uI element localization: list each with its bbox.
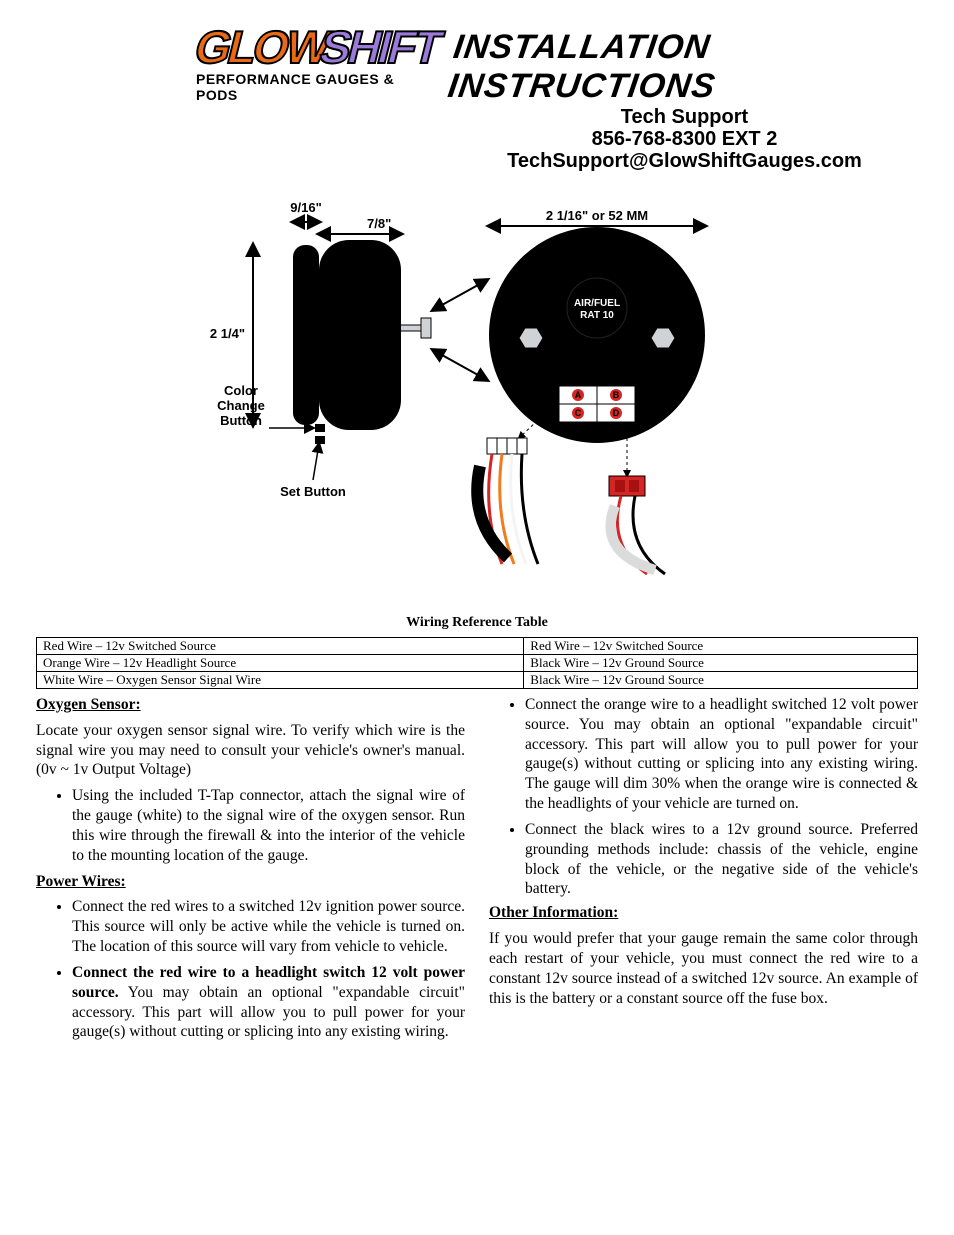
support-label: Tech Support xyxy=(621,106,748,128)
svg-text:9/16": 9/16" xyxy=(290,200,321,215)
list-item: Using the included T-Tap connector, atta… xyxy=(72,786,465,865)
wiring-cell: Black Wire – 12v Ground Source xyxy=(524,655,918,672)
svg-text:Set Button: Set Button xyxy=(280,484,346,499)
svg-text:Button: Button xyxy=(220,413,262,428)
wiring-table-title: Wiring Reference Table xyxy=(36,615,918,631)
svg-text:7/8": 7/8" xyxy=(367,216,391,231)
list-item: Connect the black wires to a 12v ground … xyxy=(525,820,918,899)
list-item: Connect the red wires to a switched 12v … xyxy=(72,897,465,956)
wiring-cell: Red Wire – 12v Switched Source xyxy=(524,638,918,655)
paragraph: If you would prefer that your gauge rema… xyxy=(489,929,918,1008)
svg-text:D: D xyxy=(613,408,620,418)
logo-part-shift: SHIFT xyxy=(316,28,444,67)
support-email: TechSupport@GlowShiftGauges.com xyxy=(507,150,862,172)
section-other-info: Other Information: xyxy=(489,903,918,923)
wiring-table: Red Wire – 12v Switched Source Red Wire … xyxy=(36,637,918,689)
svg-text:Change: Change xyxy=(217,398,265,413)
section-power-wires: Power Wires: xyxy=(36,872,465,892)
svg-text:A: A xyxy=(575,390,582,400)
page-header: GLOW SHIFT PERFORMANCE GAUGES & PODS INS… xyxy=(36,28,918,172)
logo-tagline: PERFORMANCE GAUGES & PODS xyxy=(196,71,439,103)
wiring-cell: Red Wire – 12v Switched Source xyxy=(37,638,524,655)
doc-title: INSTALLATION INSTRUCTIONS xyxy=(445,28,923,106)
brand-logo: GLOW SHIFT PERFORMANCE GAUGES & PODS xyxy=(196,28,439,103)
svg-text:RAT 10: RAT 10 xyxy=(580,310,614,321)
wiring-cell: White Wire – Oxygen Sensor Signal Wire xyxy=(37,672,524,689)
instructions-body: Oxygen Sensor: Locate your oxygen sensor… xyxy=(36,695,918,1042)
list-item: Connect the red wire to a headlight swit… xyxy=(72,963,465,1042)
wiring-cell: Black Wire – 12v Ground Source xyxy=(524,672,918,689)
svg-text:C: C xyxy=(575,408,582,418)
section-oxygen-sensor: Oxygen Sensor: xyxy=(36,695,465,715)
svg-text:Color: Color xyxy=(224,383,258,398)
header-contact: INSTALLATION INSTRUCTIONS Tech Support 8… xyxy=(451,28,918,172)
logo-part-glow: GLOW xyxy=(191,28,332,67)
svg-text:2 1/16" or 52 MM: 2 1/16" or 52 MM xyxy=(546,208,648,223)
gauge-diagram: 9/16" 7/8" 2 1/4" Color Change Button Se… xyxy=(197,190,757,595)
list-item: Connect the orange wire to a headlight s… xyxy=(525,695,918,814)
support-phone: 856-768-8300 EXT 2 xyxy=(592,128,778,150)
li-rest: You may obtain an optional "expandable c… xyxy=(72,984,465,1041)
svg-text:2 1/4": 2 1/4" xyxy=(210,326,245,341)
svg-text:AIR/FUEL: AIR/FUEL xyxy=(574,298,620,309)
svg-text:B: B xyxy=(613,390,620,400)
paragraph: Locate your oxygen sensor signal wire. T… xyxy=(36,721,465,780)
wiring-cell: Orange Wire – 12v Headlight Source xyxy=(37,655,524,672)
